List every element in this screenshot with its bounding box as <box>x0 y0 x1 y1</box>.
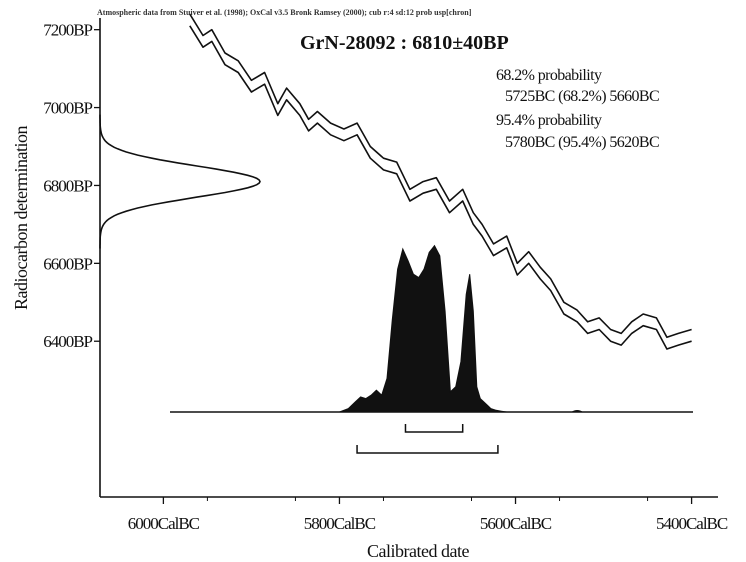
x-tick-label: 6000CalBC <box>128 514 200 533</box>
x-tick-label: 5600CalBC <box>480 514 552 533</box>
y-ticks: 7200BP 7000BP 6800BP 6600BP 6400BP <box>43 21 100 351</box>
x-tick-label: 5400CalBC <box>656 514 728 533</box>
x-ticks: 6000CalBC 5800CalBC 5600CalBC 5400CalBC <box>128 497 729 533</box>
y-axis-title: Radiocarbon determination <box>11 126 31 310</box>
calibration-curve-lower <box>189 25 692 350</box>
annotation-95-range: 5780BC (95.4%) 5620BC <box>505 134 659 151</box>
radiocarbon-distribution <box>99 114 261 249</box>
annotation-68-heading: 68.2% probability <box>496 67 602 84</box>
radiocarbon-normal-curve <box>99 114 261 249</box>
y-tick-label: 7000BP <box>43 99 92 118</box>
range-brackets <box>356 424 499 454</box>
annotation-95-heading: 95.4% probability <box>496 112 602 129</box>
y-tick-label: 6600BP <box>43 254 92 273</box>
y-tick-label: 6800BP <box>43 176 92 195</box>
y-tick-label: 6400BP <box>43 332 92 351</box>
y-tick-label: 7200BP <box>43 21 92 40</box>
calibrated-distribution <box>170 244 693 413</box>
calibration-curve-upper <box>189 13 692 339</box>
x-tick-label: 5800CalBC <box>304 514 376 533</box>
chart-title: GrN-28092 : 6810±40BP <box>300 32 509 54</box>
annotation-68-range: 5725BC (68.2%) 5660BC <box>505 88 659 105</box>
calibration-curves <box>189 13 692 350</box>
x-axis-title: Calibrated date <box>367 541 469 561</box>
range-bracket <box>404 424 464 433</box>
chart-header: Atmospheric data from Stuiver et al. (19… <box>97 8 472 17</box>
minor-probability-bump <box>571 410 584 412</box>
calibrated-probability-area <box>339 244 507 413</box>
range-bracket <box>356 445 499 454</box>
